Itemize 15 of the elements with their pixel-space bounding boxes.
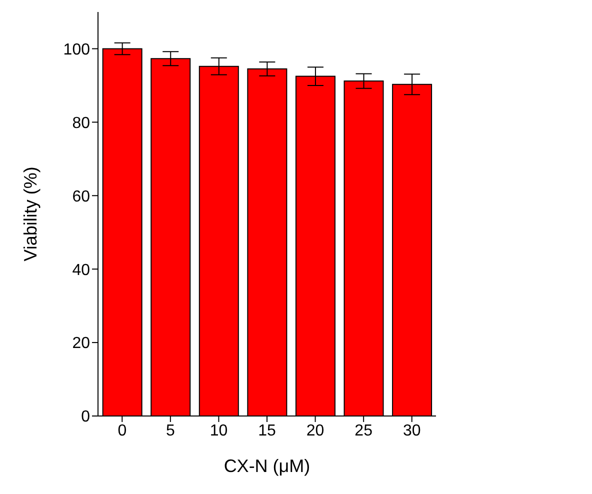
y-axis-title: Viability (%)	[20, 166, 40, 262]
x-tick-label: 20	[306, 422, 324, 440]
y-tick-label: 20	[72, 335, 90, 352]
y-tick-label: 0	[81, 408, 90, 426]
x-axis-title: CX-N (μM)	[224, 456, 310, 476]
x-tick-label: 10	[210, 422, 228, 440]
y-tick-label: 60	[72, 188, 90, 206]
y-tick-label: 100	[63, 41, 90, 58]
x-tick-label: 15	[258, 422, 276, 440]
x-tick-label: 25	[354, 422, 373, 440]
y-tick-label: 40	[72, 262, 90, 279]
x-tick-label: 30	[402, 422, 421, 440]
x-tick-label: 0	[118, 422, 127, 440]
y-tick-label: 80	[72, 114, 90, 132]
x-tick-label: 5	[166, 422, 175, 440]
